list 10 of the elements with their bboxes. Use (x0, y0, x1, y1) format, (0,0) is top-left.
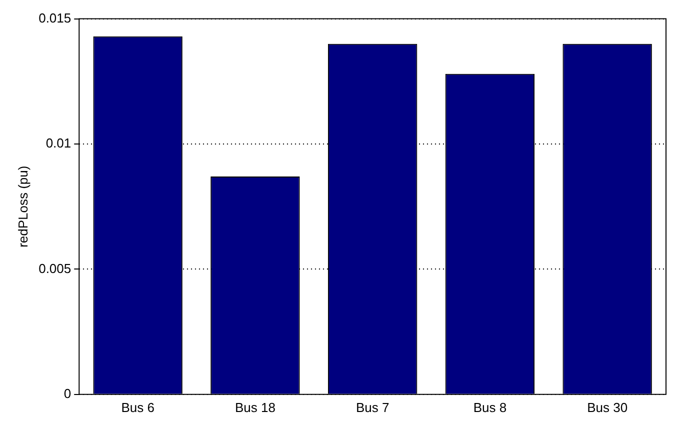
y-tick-label: 0.015 (38, 10, 72, 26)
x-tick-label: Bus 8 (473, 400, 507, 415)
x-tick-label: Bus 6 (121, 400, 154, 415)
y-axis-title: redPLoss (pu) (15, 166, 30, 248)
x-tick-label: Bus 18 (234, 400, 276, 415)
y-tick-label: 0 (64, 386, 72, 401)
y-tick-label: 0.01 (46, 136, 72, 151)
x-tick-label: Bus 7 (356, 400, 390, 415)
x-tick-label: Bus 30 (587, 400, 628, 415)
y-tick-label: 0.005 (38, 260, 72, 276)
